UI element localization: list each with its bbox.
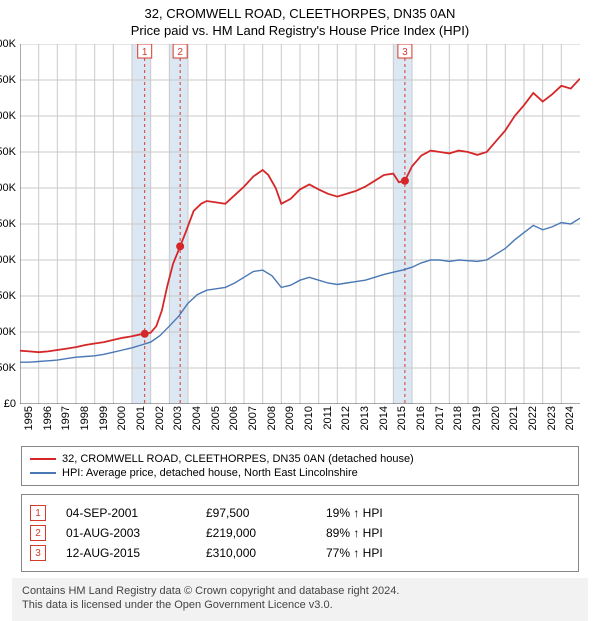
y-tick-label: £350K xyxy=(0,146,20,158)
y-tick-label: £150K xyxy=(0,290,20,302)
sale-row: 2 01-AUG-2003 £219,000 89% ↑ HPI xyxy=(30,525,570,541)
sale-date: 12-AUG-2015 xyxy=(66,546,186,560)
y-tick-label: £200K xyxy=(0,254,20,266)
svg-text:2: 2 xyxy=(177,47,183,58)
y-tick-label: £300K xyxy=(0,182,20,194)
x-tick-label: 2006 xyxy=(228,406,240,430)
sale-row: 1 04-SEP-2001 £97,500 19% ↑ HPI xyxy=(30,505,570,521)
x-tick-label: 2000 xyxy=(116,406,128,430)
x-tick-label: 2022 xyxy=(527,406,539,430)
sales-table: 1 04-SEP-2001 £97,500 19% ↑ HPI 2 01-AUG-2003… xyxy=(21,494,579,572)
x-tick-label: 2012 xyxy=(340,406,352,430)
y-tick-label: £100K xyxy=(0,326,20,338)
chart-plot-area: 123 £0£50K£100K£150K£200K£250K£300K£350K… xyxy=(20,44,580,404)
footer: Contains HM Land Registry data © Crown c… xyxy=(12,578,588,621)
x-tick-label: 2011 xyxy=(322,406,334,430)
x-tick-label: 2013 xyxy=(359,406,371,430)
x-tick-label: 2020 xyxy=(490,406,502,430)
x-tick-label: 2008 xyxy=(266,406,278,430)
sale-price: £219,000 xyxy=(206,526,306,540)
x-tick-label: 2002 xyxy=(154,406,166,430)
x-tick-label: 2003 xyxy=(172,406,184,430)
x-tick-label: 2009 xyxy=(284,406,296,430)
x-tick-label: 1997 xyxy=(60,406,72,430)
footer-line-1: Contains HM Land Registry data © Crown c… xyxy=(22,584,578,598)
x-tick-label: 2021 xyxy=(508,406,520,430)
x-tick-label: 1996 xyxy=(42,406,54,430)
sale-date: 04-SEP-2001 xyxy=(66,506,186,520)
y-tick-label: £50K xyxy=(0,362,20,374)
sale-price: £310,000 xyxy=(206,546,306,560)
x-axis-labels: 1995 1996 1997 1998 1999 2000 2001 2002 2003 2004… xyxy=(20,404,580,440)
sale-date: 01-AUG-2003 xyxy=(66,526,186,540)
y-tick-label: £450K xyxy=(0,74,20,86)
y-tick-label: £250K xyxy=(0,218,20,230)
svg-text:1: 1 xyxy=(142,47,148,58)
legend: 32, CROMWELL ROAD, CLEETHORPES, DN35 0AN… xyxy=(21,446,579,486)
legend-swatch xyxy=(30,458,56,460)
sale-badge: 1 xyxy=(30,505,46,521)
legend-label: 32, CROMWELL ROAD, CLEETHORPES, DN35 0AN… xyxy=(62,453,414,465)
x-tick-label: 2016 xyxy=(415,406,427,430)
x-tick-label: 2005 xyxy=(210,406,222,430)
legend-swatch xyxy=(30,472,56,474)
sale-pct: 89% ↑ HPI xyxy=(326,526,383,540)
x-tick-label: 2017 xyxy=(434,406,446,430)
x-tick-label: 2014 xyxy=(378,406,390,430)
x-tick-label: 2001 xyxy=(135,406,147,430)
x-tick-label: 2015 xyxy=(396,406,408,430)
legend-row: HPI: Average price, detached house, Nort… xyxy=(30,467,570,479)
x-tick-label: 2010 xyxy=(303,406,315,430)
x-tick-label: 2018 xyxy=(452,406,464,430)
sale-row: 3 12-AUG-2015 £310,000 77% ↑ HPI xyxy=(30,545,570,561)
x-tick-label: 2023 xyxy=(546,406,558,430)
sale-badge: 3 xyxy=(30,545,46,561)
svg-text:3: 3 xyxy=(402,47,408,58)
x-tick-label: 2024 xyxy=(564,406,576,430)
x-tick-label: 1998 xyxy=(79,406,91,430)
x-tick-label: 1995 xyxy=(23,406,35,430)
sale-badge: 2 xyxy=(30,525,46,541)
sale-pct: 77% ↑ HPI xyxy=(326,546,383,560)
y-tick-label: £500K xyxy=(0,38,20,50)
x-tick-label: 2019 xyxy=(471,406,483,430)
x-tick-label: 1999 xyxy=(98,406,110,430)
chart-title-1: 32, CROMWELL ROAD, CLEETHORPES, DN35 0AN xyxy=(0,6,600,21)
chart-title-2: Price paid vs. HM Land Registry's House … xyxy=(0,23,600,38)
legend-row: 32, CROMWELL ROAD, CLEETHORPES, DN35 0AN… xyxy=(30,453,570,465)
sale-pct: 19% ↑ HPI xyxy=(326,506,383,520)
x-tick-label: 2004 xyxy=(191,406,203,430)
x-tick-label: 2007 xyxy=(247,406,259,430)
legend-label: HPI: Average price, detached house, Nort… xyxy=(62,467,358,479)
sale-price: £97,500 xyxy=(206,506,306,520)
y-tick-label: £400K xyxy=(0,110,20,122)
footer-line-2: This data is licensed under the Open Gov… xyxy=(22,598,578,612)
y-tick-label: £0 xyxy=(4,398,20,410)
